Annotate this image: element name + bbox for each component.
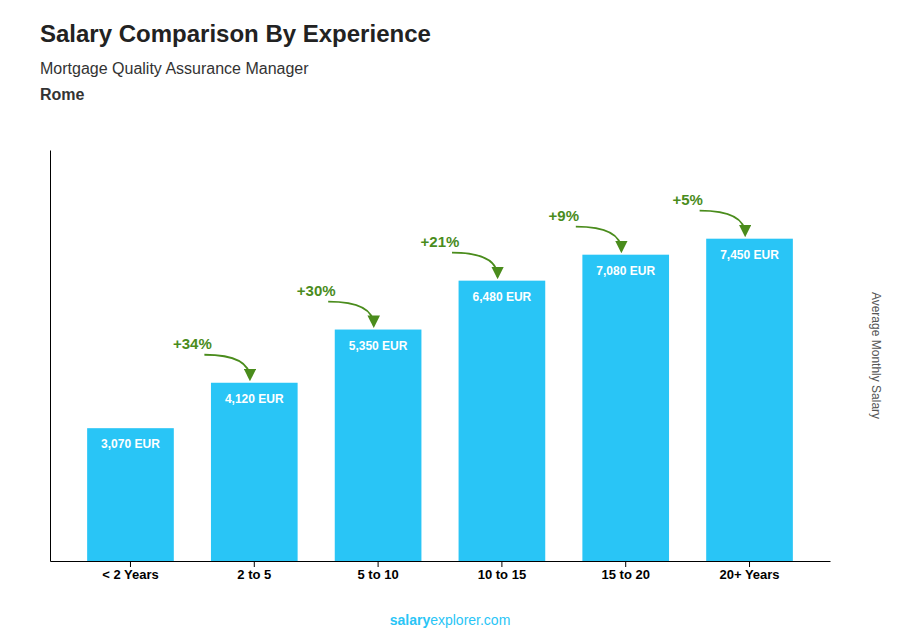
x-tick-label: 5 to 10 [358,567,399,582]
change-arrow [328,302,374,326]
x-tick-mark [254,561,255,567]
city: Rome [40,86,85,103]
bar [211,383,298,561]
x-tick-mark [501,561,502,567]
x-tick: 5 to 10 [358,561,399,582]
x-tick-mark [625,561,626,567]
x-axis: < 2 Years 2 to 5 5 to 10 10 to 15 15 to 20 20… [51,561,831,582]
x-tick: 2 to 5 [237,561,271,582]
bar [459,281,546,561]
footer-text: explorer.com [430,612,510,628]
x-tick: 20+ Years [719,561,779,582]
x-tick-mark [378,561,379,567]
data-labels: 3,070 EUR 4,120 EUR 5,350 EUR 6,480 EUR 7,08… [101,248,779,451]
x-tick-label: 20+ Years [719,567,779,582]
x-tick: 10 to 15 [478,561,526,582]
change-label: +21% [421,233,460,250]
change-arrow [576,227,622,251]
change-label: +9% [549,207,579,224]
bar [706,239,793,561]
x-tick: < 2 Years [102,561,159,582]
x-axis-line [51,561,831,562]
annotations: +34% +30% +21% +9% +5% [173,191,745,379]
change-label: +34% [173,335,212,352]
data-label: 5,350 EUR [349,339,408,353]
data-label: 4,120 EUR [225,392,284,406]
x-tick-mark [749,561,750,567]
footer-text: salary [390,612,431,628]
bar [582,255,669,561]
data-label: 6,480 EUR [473,290,532,304]
data-label: 7,080 EUR [596,264,655,278]
x-tick-mark [130,561,131,567]
footer: salaryexplorer.com [390,612,511,628]
change-arrow [204,355,250,379]
chart: Salary Comparison By Experience Mortgage … [0,0,900,641]
bar [87,428,174,561]
y-axis-title: Average Monthly Salary [869,292,883,419]
bar [335,330,422,561]
change-arrow [452,253,498,277]
change-label: +30% [297,282,336,299]
x-tick-label: 2 to 5 [237,567,271,582]
y-axis-line [50,151,51,562]
y-axis [50,151,51,562]
subtitle: Mortgage Quality Assurance Manager [40,60,309,77]
title: Salary Comparison By Experience [40,20,431,47]
x-tick-label: 10 to 15 [478,567,526,582]
x-tick-label: < 2 Years [102,567,159,582]
x-tick-label: 15 to 20 [602,567,650,582]
change-label: +5% [672,191,702,208]
data-label: 3,070 EUR [101,437,160,451]
bars [87,239,793,561]
data-label: 7,450 EUR [720,248,779,262]
x-tick: 15 to 20 [602,561,650,582]
change-arrow [700,211,746,235]
